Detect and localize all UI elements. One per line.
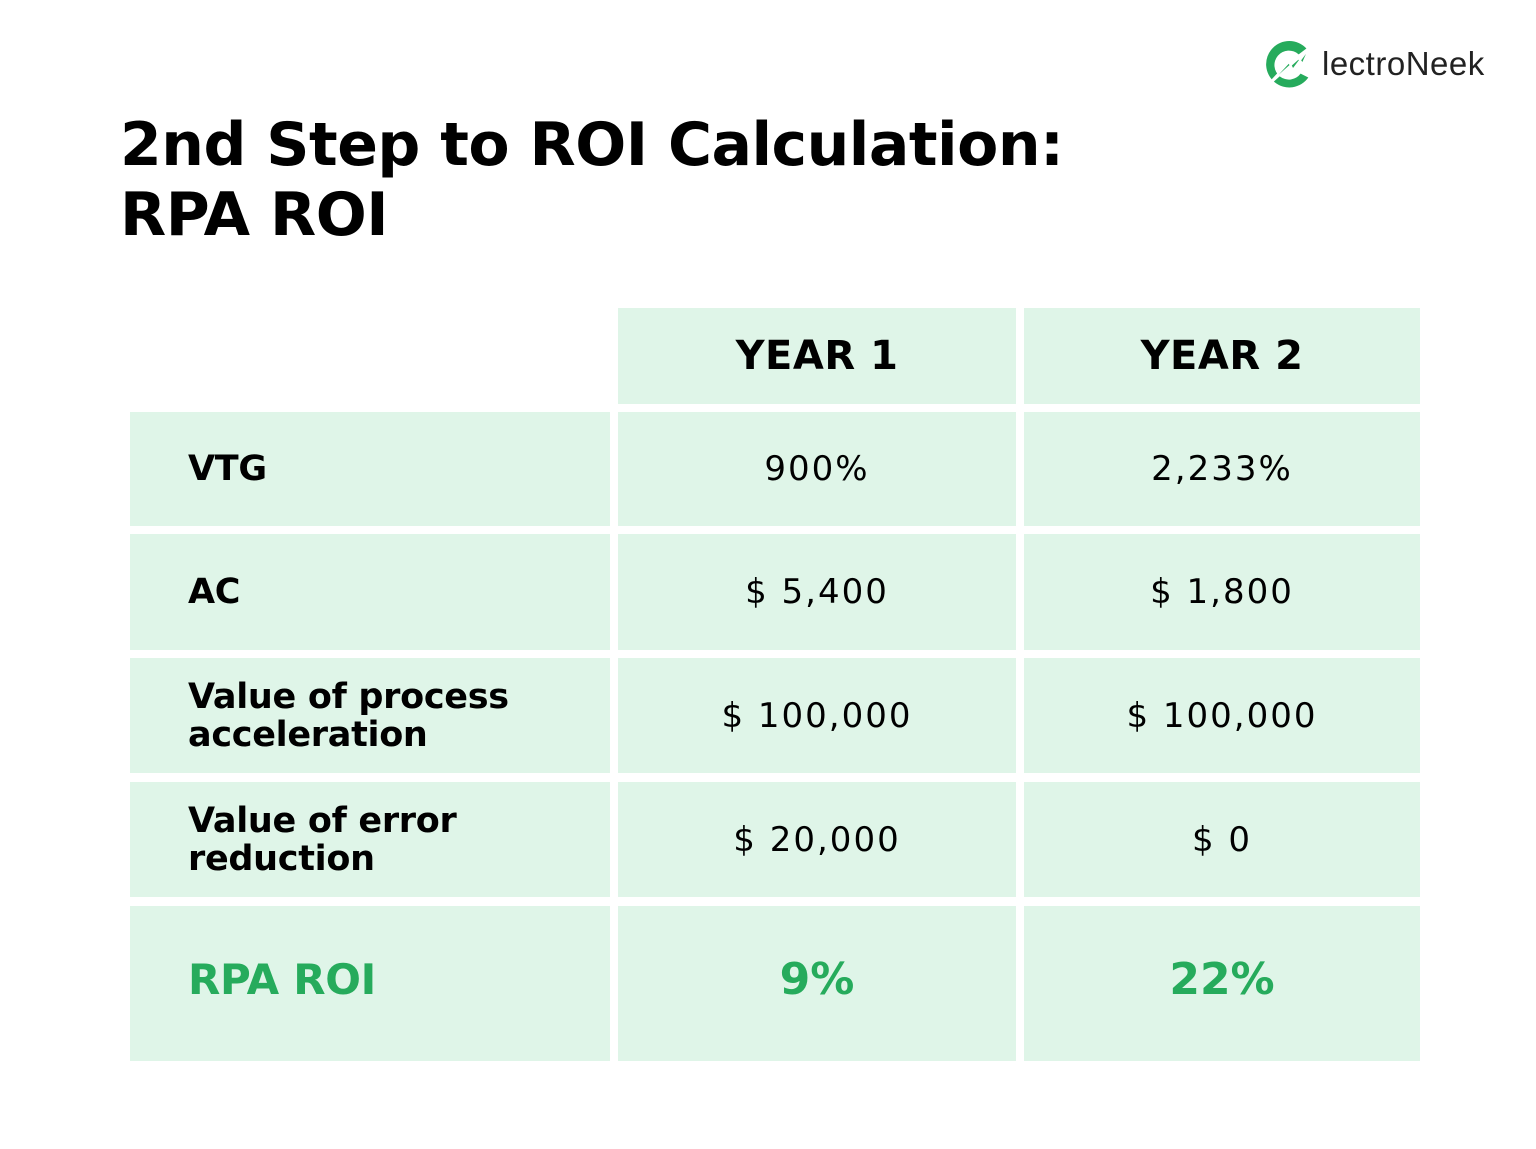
row-label-ac: AC xyxy=(130,534,610,650)
ac-year-2: $ 1,800 xyxy=(1024,534,1420,650)
row-label-rpa-roi: RPA ROI xyxy=(130,906,610,1061)
label-line-2: acceleration xyxy=(188,714,428,755)
label-line-1: Value of process xyxy=(188,676,509,717)
vtg-year-2: 2,233% xyxy=(1024,412,1420,526)
title-line-2: RPA ROI xyxy=(120,180,389,250)
header-year-2: YEAR 2 xyxy=(1024,308,1420,404)
electroneek-logo-icon xyxy=(1263,41,1312,90)
brand-logo: lectroNeek xyxy=(1260,34,1485,94)
error-reduction-year-2: $ 0 xyxy=(1024,782,1420,897)
process-acceleration-year-2: $ 100,000 xyxy=(1024,658,1420,773)
page-title: 2nd Step to ROI Calculation: RPA ROI xyxy=(120,110,1064,250)
row-label-error-reduction: Value of error reduction xyxy=(130,782,610,897)
label-line-2: reduction xyxy=(188,838,375,879)
header-year-1: YEAR 1 xyxy=(618,308,1016,404)
error-reduction-year-1: $ 20,000 xyxy=(618,782,1016,897)
label-line-1: Value of error xyxy=(188,800,457,841)
rpa-roi-year-1: 9% xyxy=(618,906,1016,1061)
brand-name: lectroNeek xyxy=(1322,45,1485,82)
row-label-vtg: VTG xyxy=(130,412,610,526)
vtg-year-1: 900% xyxy=(618,412,1016,526)
row-label-process-acceleration: Value of process acceleration xyxy=(130,658,610,773)
title-line-1: 2nd Step to ROI Calculation: xyxy=(120,110,1064,180)
process-acceleration-year-1: $ 100,000 xyxy=(618,658,1016,773)
rpa-roi-year-2: 22% xyxy=(1024,906,1420,1061)
ac-year-1: $ 5,400 xyxy=(618,534,1016,650)
